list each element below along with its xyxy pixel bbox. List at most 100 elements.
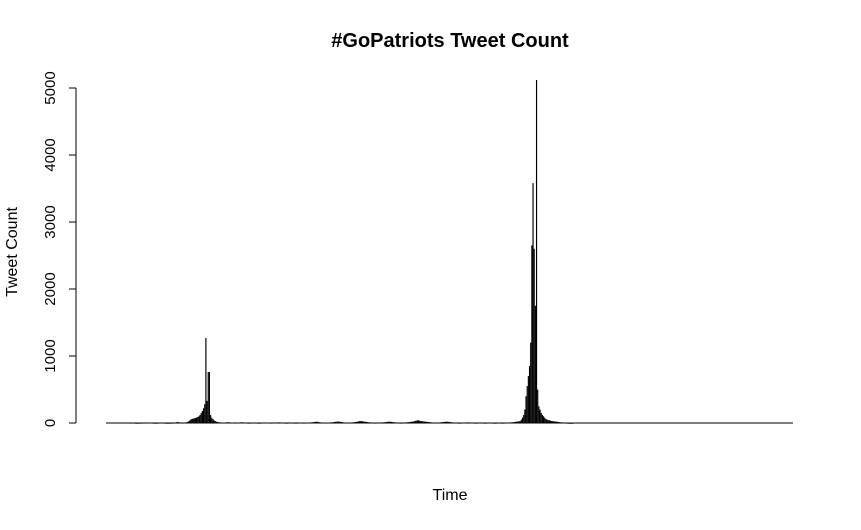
bar (521, 417, 524, 423)
bar (533, 248, 535, 423)
bar (205, 337, 207, 423)
bar (420, 420, 422, 423)
bar (195, 417, 198, 423)
bar (551, 420, 553, 423)
bar (527, 376, 529, 423)
bar (336, 421, 338, 423)
bar (415, 420, 417, 423)
bar (388, 421, 390, 423)
bar (339, 421, 341, 423)
bar (207, 372, 209, 423)
bar (539, 409, 541, 423)
bar (215, 421, 217, 423)
bar (360, 421, 362, 423)
bar (421, 421, 423, 423)
bar (525, 396, 527, 423)
bar (531, 245, 533, 423)
bar (409, 421, 411, 423)
bar (212, 418, 214, 423)
bar (359, 420, 361, 423)
bar (338, 421, 340, 423)
bar (187, 421, 189, 423)
bar (514, 421, 517, 423)
bar (530, 342, 532, 423)
bar (364, 421, 366, 423)
bar (337, 421, 339, 423)
bar (518, 421, 520, 423)
bar (211, 417, 213, 423)
bar (532, 183, 534, 423)
bar (417, 420, 420, 423)
bar (447, 421, 449, 423)
bar (542, 416, 545, 423)
y-tick-label: 2000 (42, 272, 59, 305)
bar (389, 421, 392, 423)
bar (357, 421, 359, 423)
bar (192, 418, 194, 423)
bar (412, 421, 414, 423)
bar (316, 421, 318, 423)
bar (523, 414, 525, 423)
y-tick-label: 1000 (42, 339, 59, 372)
y-tick-label: 3000 (42, 205, 59, 238)
bar (201, 410, 203, 423)
bar (386, 421, 388, 423)
bar (553, 421, 555, 423)
bar (200, 412, 202, 423)
bar (194, 417, 196, 423)
bar (554, 421, 556, 423)
y-tick-label: 0 (42, 419, 59, 427)
bar (198, 416, 200, 423)
bar (517, 421, 519, 423)
bar (208, 372, 210, 423)
bar (213, 420, 215, 423)
bar (555, 421, 557, 423)
bar (423, 421, 425, 423)
bar (535, 79, 538, 424)
bar (391, 421, 393, 423)
bar (363, 421, 365, 423)
bar (524, 409, 526, 423)
bar (190, 419, 192, 423)
bar (315, 421, 317, 423)
bar (202, 408, 205, 423)
bar (414, 420, 416, 423)
bar (419, 420, 421, 423)
bar (549, 420, 552, 423)
bar (365, 421, 367, 423)
bar (204, 404, 206, 423)
bar (516, 421, 518, 423)
bar (444, 421, 446, 423)
bar (416, 420, 418, 423)
bar (191, 418, 193, 423)
bar (387, 421, 389, 423)
bar (206, 400, 208, 423)
bar (547, 419, 549, 423)
bar (410, 421, 413, 423)
bar (358, 421, 360, 423)
bar (546, 419, 548, 423)
bar (445, 421, 448, 423)
chart-title: #GoPatriots Tweet Count (331, 30, 569, 52)
bar (537, 389, 539, 423)
bar (556, 421, 559, 423)
bar (534, 305, 536, 423)
bar (422, 421, 424, 423)
bar (413, 421, 415, 423)
y-tick-label: 5000 (42, 71, 59, 104)
bar (544, 417, 546, 423)
bar (528, 366, 531, 423)
y-tick-label: 4000 (42, 138, 59, 171)
bar (335, 421, 337, 423)
bar (540, 412, 542, 423)
bar (526, 386, 528, 423)
bar (541, 414, 543, 423)
bar (545, 418, 547, 423)
bar (427, 421, 429, 423)
bar (424, 421, 427, 423)
bar (197, 416, 199, 423)
bar (193, 418, 195, 423)
bar (199, 414, 201, 423)
